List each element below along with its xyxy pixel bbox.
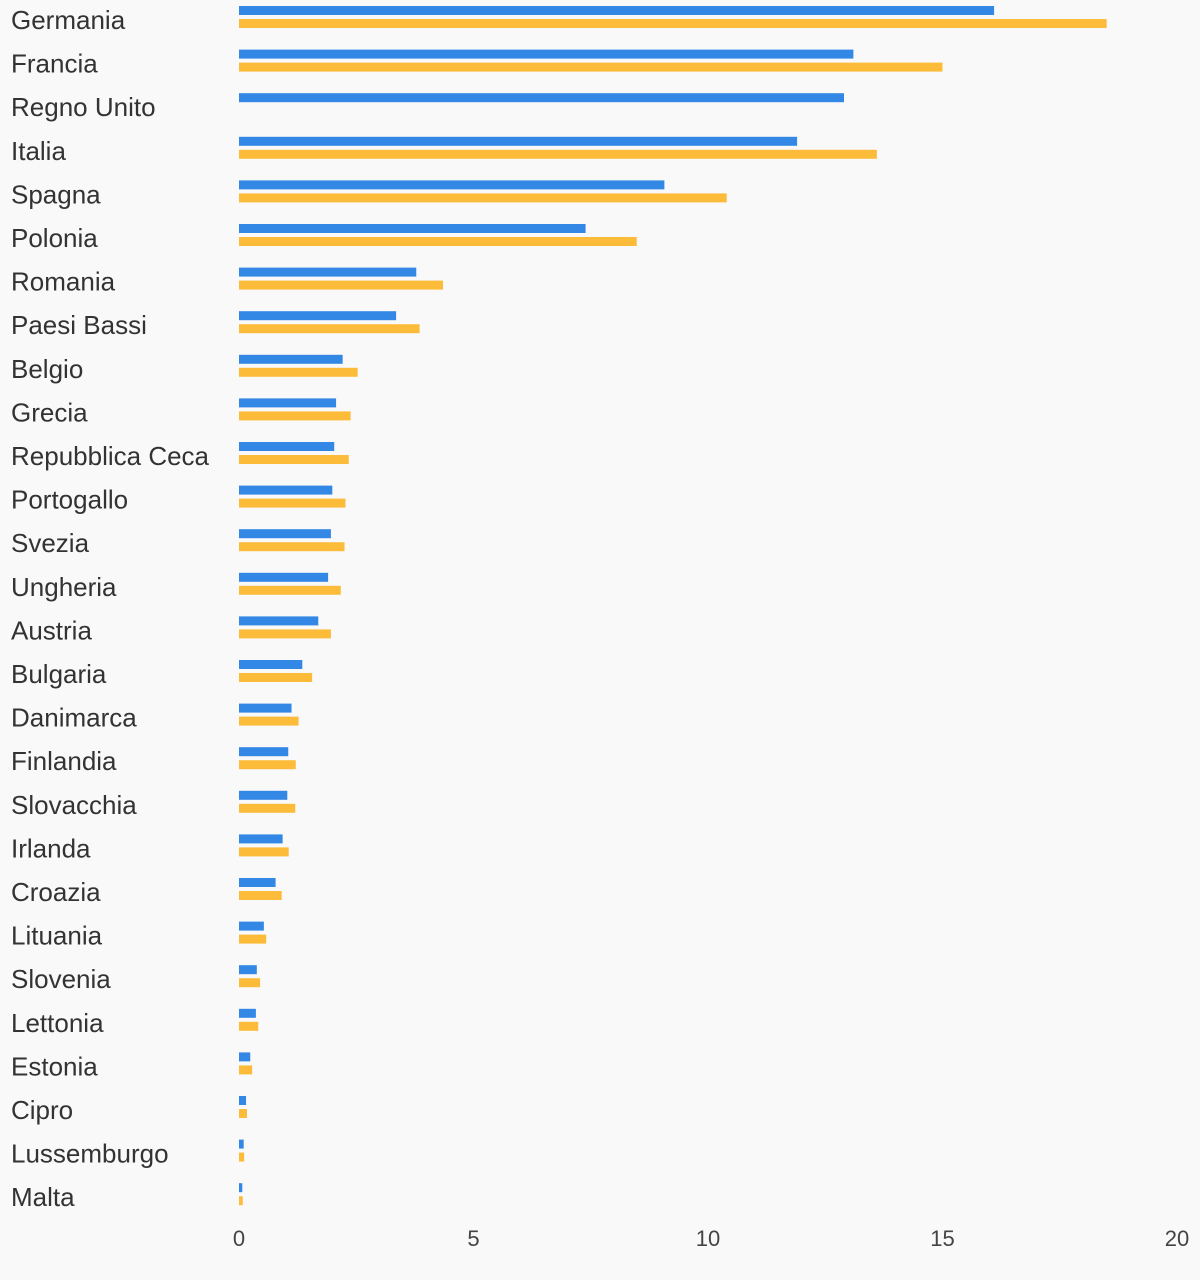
bar-series-1 [239, 1008, 256, 1018]
bar-series-2 [239, 1065, 253, 1075]
bar-series-1 [239, 790, 288, 800]
bar-series-2 [239, 237, 637, 246]
category-label: Estonia [11, 1051, 98, 1081]
bar-series-2 [239, 411, 351, 421]
bar-series-1 [239, 6, 995, 15]
bar-series-2 [239, 629, 331, 639]
bar-series-2 [239, 324, 420, 334]
category-label: Grecia [11, 397, 88, 427]
category-label: Germania [11, 5, 126, 35]
category-label: Malta [11, 1182, 75, 1212]
bar-series-2 [239, 1196, 243, 1206]
category-label: Regno Unito [11, 92, 156, 122]
category-label: Cipro [11, 1095, 73, 1125]
bar-series-2 [239, 193, 727, 203]
bar-series-1 [239, 529, 331, 539]
bar-series-2 [239, 891, 282, 900]
category-label: Romania [11, 267, 116, 297]
bar-series-2 [239, 673, 313, 682]
bar-series-1 [239, 965, 257, 975]
x-tick-label: 20 [1165, 1226, 1189, 1251]
bar-series-1 [239, 878, 276, 887]
bar-series-2 [239, 542, 345, 552]
category-label: Polonia [11, 223, 98, 253]
bar-series-2 [239, 1021, 259, 1031]
bar-series-1 [239, 747, 289, 757]
category-label: Svezia [11, 528, 90, 558]
bar-series-1 [239, 1183, 243, 1193]
bar-series-1 [239, 224, 586, 233]
bar-series-1 [239, 180, 665, 190]
bar-series-2 [239, 455, 349, 464]
bar-series-1 [239, 703, 292, 713]
category-label: Slovenia [11, 964, 111, 994]
bar-series-2 [239, 367, 358, 377]
bar-series-1 [239, 572, 329, 582]
category-label: Austria [11, 615, 92, 645]
bar-series-2 [239, 498, 346, 508]
category-label: Portogallo [11, 485, 128, 515]
category-label: Lituania [11, 921, 103, 951]
bar-series-1 [239, 660, 303, 669]
category-label: Francia [11, 49, 98, 79]
category-label: Repubblica Ceca [11, 441, 210, 471]
x-axis-ticks: 0 5 10 15 20 [233, 1226, 1189, 1251]
x-tick-label: 15 [930, 1226, 954, 1251]
bar-series-2 [239, 934, 267, 944]
bar-series-1 [239, 442, 335, 451]
bar-series-1 [239, 311, 397, 321]
category-label: Belgio [11, 354, 83, 384]
bar-series-2 [239, 1152, 245, 1162]
bars [239, 6, 1107, 1206]
bar-series-1 [239, 93, 845, 103]
x-tick-label: 0 [233, 1226, 245, 1251]
bar-series-1 [239, 1052, 251, 1062]
bar-series-2 [239, 847, 289, 857]
bar-series-2 [239, 716, 299, 726]
bar-series-2 [239, 585, 341, 595]
category-label: Slovacchia [11, 790, 137, 820]
category-label: Irlanda [11, 833, 91, 863]
category-labels: Germania Francia Regno Unito Italia Spagna Po… [11, 5, 210, 1212]
bar-series-2 [239, 280, 444, 290]
bar-series-2 [239, 149, 877, 159]
x-tick-label: 10 [696, 1226, 720, 1251]
bar-series-1 [239, 834, 283, 844]
bar-series-1 [239, 354, 343, 364]
bar-series-2 [239, 1109, 247, 1118]
bar-series-1 [239, 136, 798, 146]
bar-series-1 [239, 49, 854, 59]
x-tick-label: 5 [467, 1226, 479, 1251]
category-label: Paesi Bassi [11, 310, 147, 340]
category-label: Bulgaria [11, 659, 107, 689]
bar-series-2 [239, 978, 261, 988]
category-label: Finlandia [11, 746, 117, 776]
category-label: Ungheria [11, 572, 117, 602]
bar-series-1 [239, 1139, 244, 1149]
bar-series-2 [239, 62, 943, 72]
bar-series-1 [239, 616, 319, 626]
category-label: Croazia [11, 877, 101, 907]
bar-series-1 [239, 485, 333, 495]
category-label: Lettonia [11, 1008, 104, 1038]
category-label: Danimarca [11, 703, 137, 733]
category-label: Spagna [11, 179, 101, 209]
bar-series-2 [239, 760, 296, 770]
category-label: Italia [11, 136, 66, 166]
bar-series-1 [239, 921, 264, 931]
bar-series-1 [239, 267, 417, 277]
bar-series-1 [239, 1096, 247, 1105]
category-label: Lussemburgo [11, 1139, 169, 1169]
bar-series-1 [239, 398, 337, 408]
bar-series-2 [239, 19, 1107, 28]
bar-series-2 [239, 803, 296, 813]
